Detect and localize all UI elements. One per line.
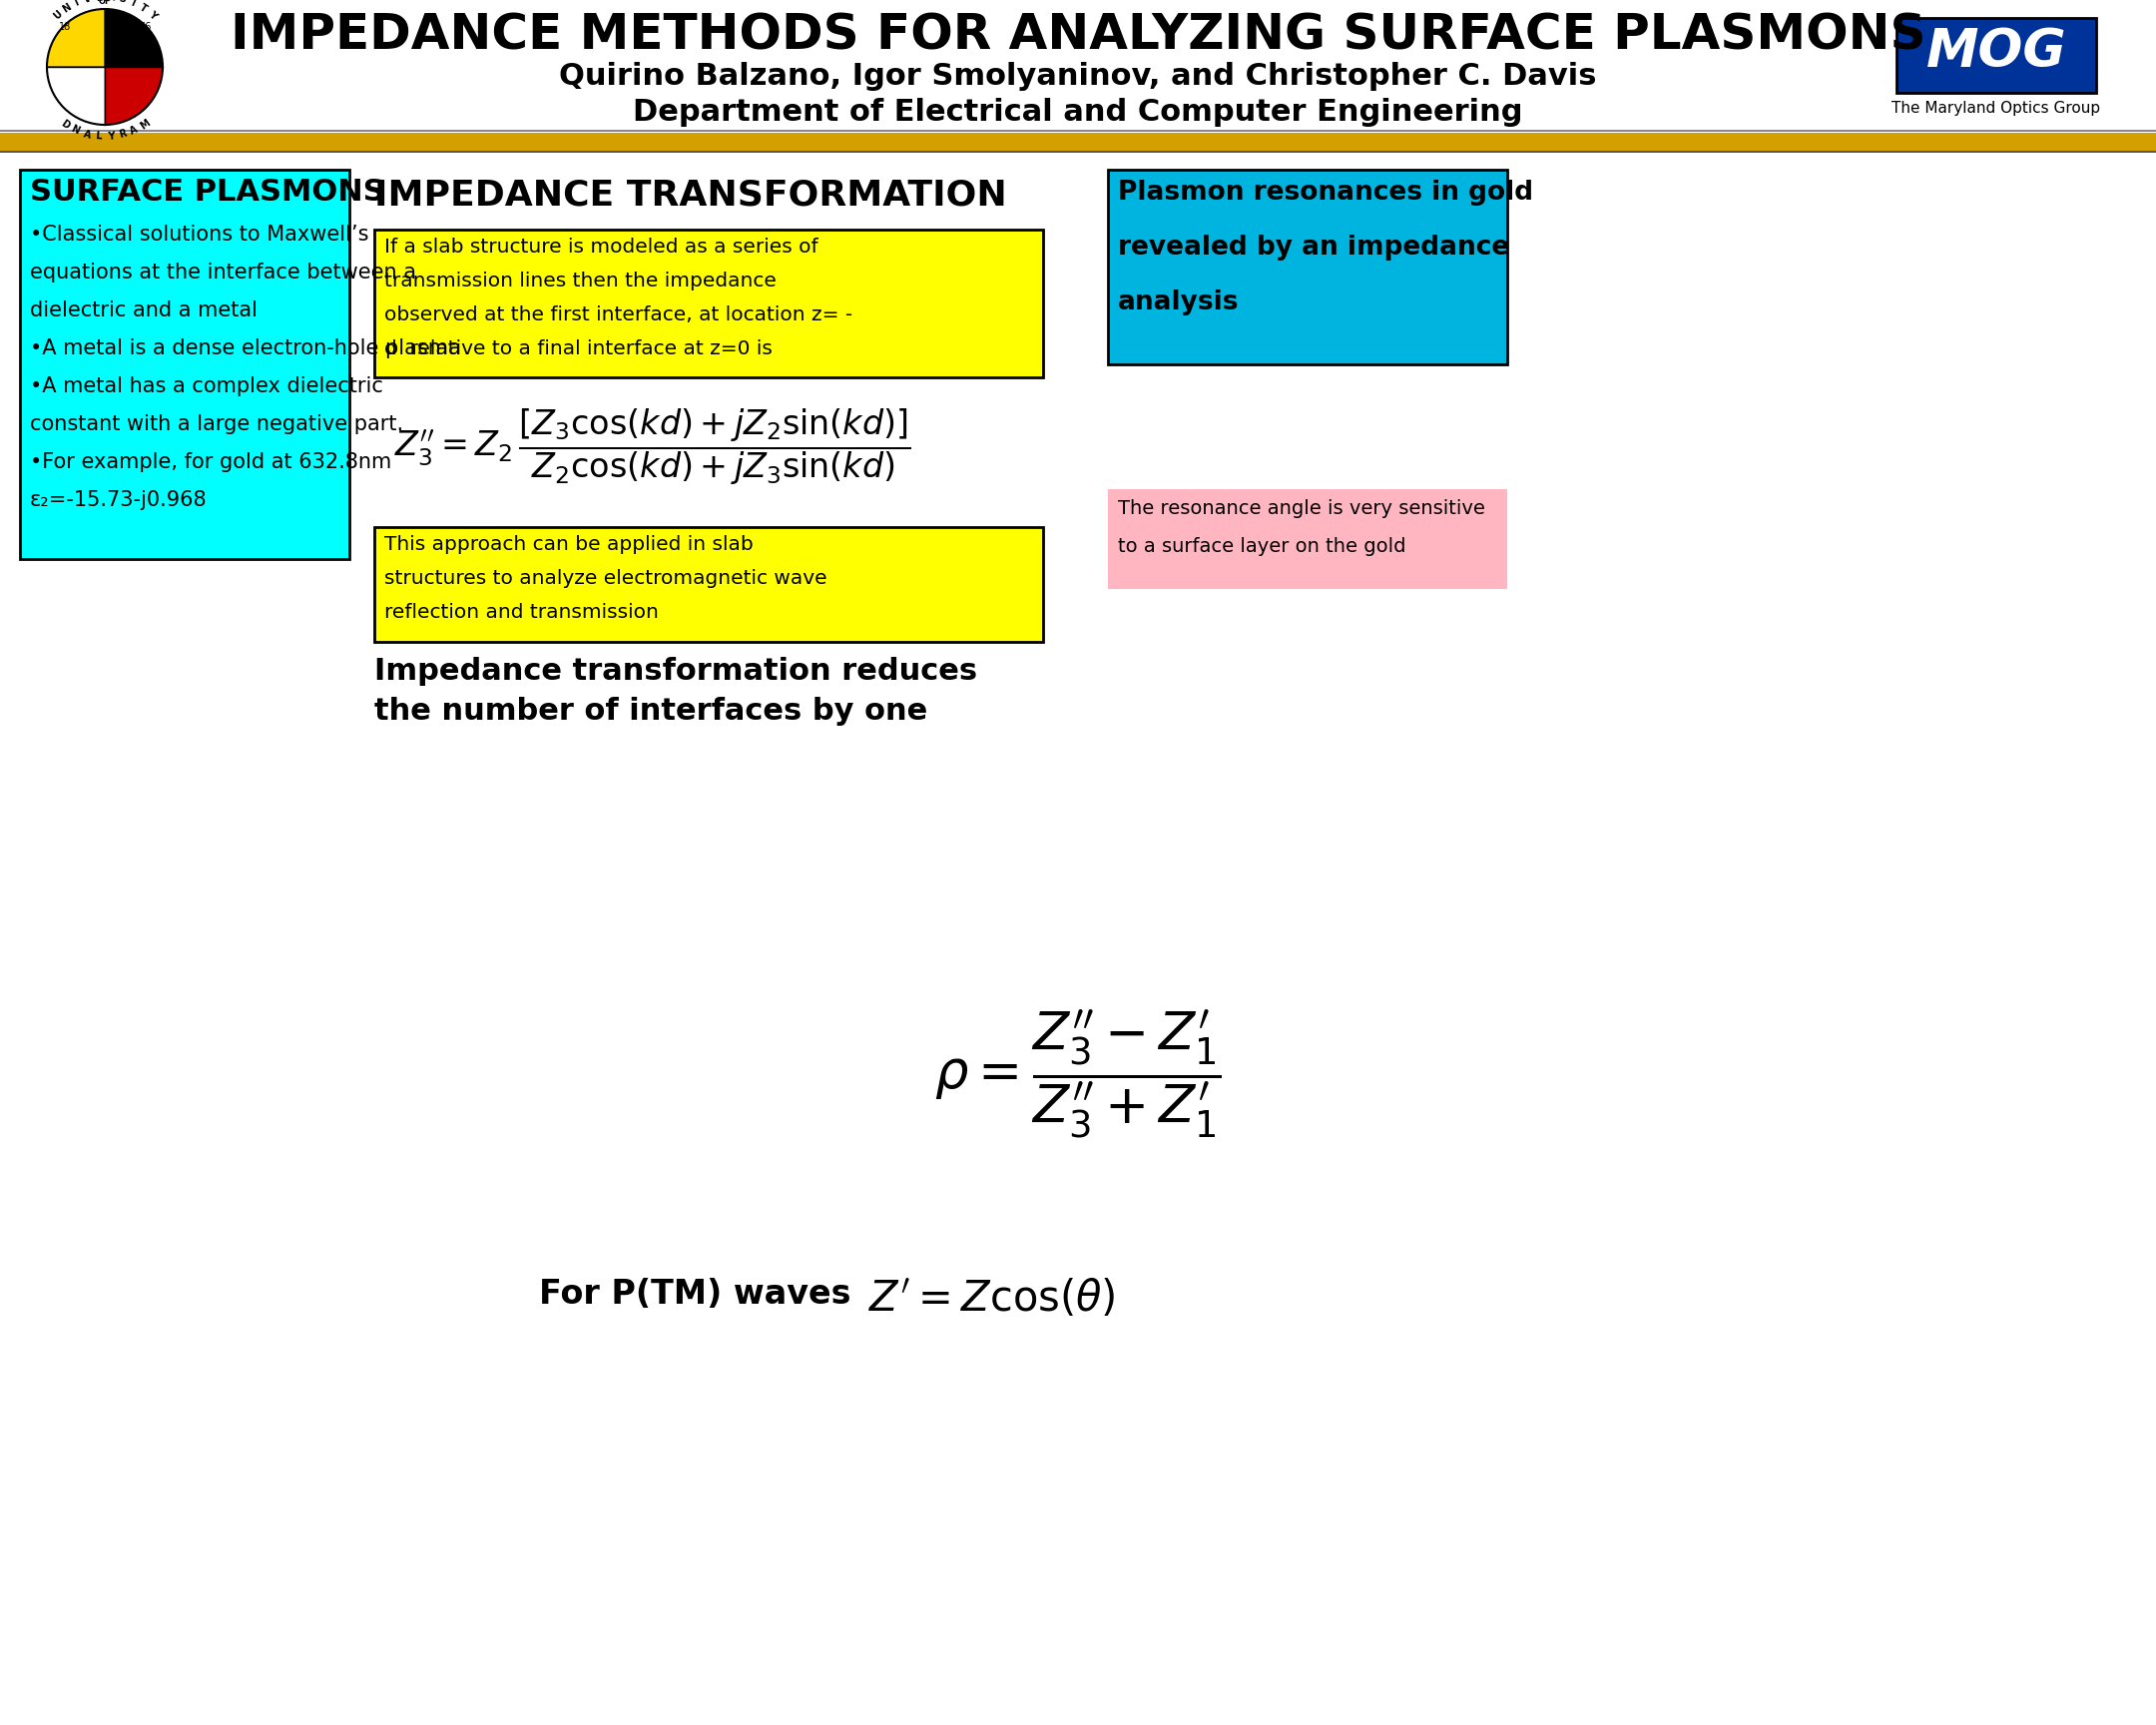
Bar [1108,169,1507,364]
Wedge shape [47,9,106,67]
Text: Quirino Balzano, Igor Smolyaninov, and Christopher C. Davis: Quirino Balzano, Igor Smolyaninov, and C… [558,62,1598,91]
Text: The Maryland Optics Group: The Maryland Optics Group [1893,100,2100,116]
Circle shape [41,3,168,129]
Text: MOG: MOG [1925,26,2065,78]
Text: I: I [129,0,136,9]
Text: constant with a large negative part.: constant with a large negative part. [30,414,403,435]
Text: A: A [129,124,140,136]
Text: For P(TM) waves: For P(TM) waves [539,1278,852,1311]
Text: reflection and transmission: reflection and transmission [384,604,658,623]
Text: L: L [95,131,101,141]
Wedge shape [106,9,162,67]
Text: IMPEDANCE METHODS FOR ANALYZING SURFACE PLASMONS: IMPEDANCE METHODS FOR ANALYZING SURFACE … [231,12,1925,60]
Text: The resonance angle is very sensitive: The resonance angle is very sensitive [1119,499,1485,518]
Text: I: I [73,0,80,9]
Text: •A metal is a dense electron-hole plasma: •A metal is a dense electron-hole plasma [30,338,461,359]
Text: $Z^{\prime} = Z\cos(\theta)$: $Z^{\prime} = Z\cos(\theta)$ [869,1278,1115,1320]
Text: dielectric and a metal: dielectric and a metal [30,300,257,321]
Text: the number of interfaces by one: the number of interfaces by one [375,697,927,726]
Bar [0,129,2156,131]
Bar [1108,490,1507,588]
Text: Impedance transformation reduces: Impedance transformation reduces [375,657,977,687]
Text: observed at the first interface, at location z= -: observed at the first interface, at loca… [384,305,852,324]
Bar [0,150,2156,154]
Text: $\rho = \dfrac{Z_3^{\prime\prime} - Z_1^{\prime}}{Z_3^{\prime\prime} + Z_1^{\pri: $\rho = \dfrac{Z_3^{\prime\prime} - Z_1^… [934,1007,1222,1142]
Text: U: U [52,9,65,22]
Text: R: R [119,129,127,140]
Text: Y: Y [108,131,114,141]
Wedge shape [47,67,106,124]
Bar [375,528,1044,642]
Text: analysis: analysis [1119,290,1240,316]
Text: N: N [69,124,82,136]
Text: •Classical solutions to Maxwell’s: •Classical solutions to Maxwell’s [30,224,369,245]
Text: S: S [116,0,127,5]
Text: ε₂=-15.73-j0.968: ε₂=-15.73-j0.968 [30,490,207,511]
Text: 18: 18 [58,22,71,33]
Text: d  relative to a final interface at z=0 is: d relative to a final interface at z=0 i… [384,340,772,359]
Text: equations at the interface between a: equations at the interface between a [30,262,416,283]
Text: 56: 56 [138,22,151,33]
Wedge shape [106,67,162,124]
Text: transmission lines then the impedance: transmission lines then the impedance [384,271,776,290]
Text: M: M [138,117,151,131]
Text: •A metal has a complex dielectric: •A metal has a complex dielectric [30,376,384,397]
Text: R: R [106,0,114,2]
Text: V: V [82,0,93,5]
Text: to a surface layer on the gold: to a surface layer on the gold [1119,536,1406,555]
Text: E: E [95,0,103,2]
Text: If a slab structure is modeled as a series of: If a slab structure is modeled as a seri… [384,238,817,257]
Text: A: A [82,129,91,140]
Text: revealed by an impedance: revealed by an impedance [1119,235,1509,260]
Bar [375,229,1044,378]
Text: Plasmon resonances in gold: Plasmon resonances in gold [1119,179,1533,205]
Text: OF: OF [99,0,112,5]
Text: IMPEDANCE TRANSFORMATION: IMPEDANCE TRANSFORMATION [375,178,1007,212]
Text: T: T [138,2,149,14]
Text: $Z_3^{\prime\prime} = Z_2\,\dfrac{[Z_3\cos(kd) + jZ_2\sin(kd)]}{Z_2\cos(kd) + jZ: $Z_3^{\prime\prime} = Z_2\,\dfrac{[Z_3\c… [395,407,910,488]
Text: Department of Electrical and Computer Engineering: Department of Electrical and Computer En… [634,98,1522,126]
Text: N: N [60,2,73,16]
Text: •For example, for gold at 632.8nm: •For example, for gold at 632.8nm [30,452,392,473]
Bar [19,169,349,559]
Bar [1897,17,2096,93]
Text: structures to analyze electromagnetic wave: structures to analyze electromagnetic wa… [384,569,828,588]
Text: Y: Y [147,10,157,22]
Text: D: D [58,117,71,131]
Text: This approach can be applied in slab: This approach can be applied in slab [384,535,752,554]
Bar [0,0,2156,133]
Text: SURFACE PLASMONS: SURFACE PLASMONS [30,178,386,207]
Bar [0,133,2156,150]
